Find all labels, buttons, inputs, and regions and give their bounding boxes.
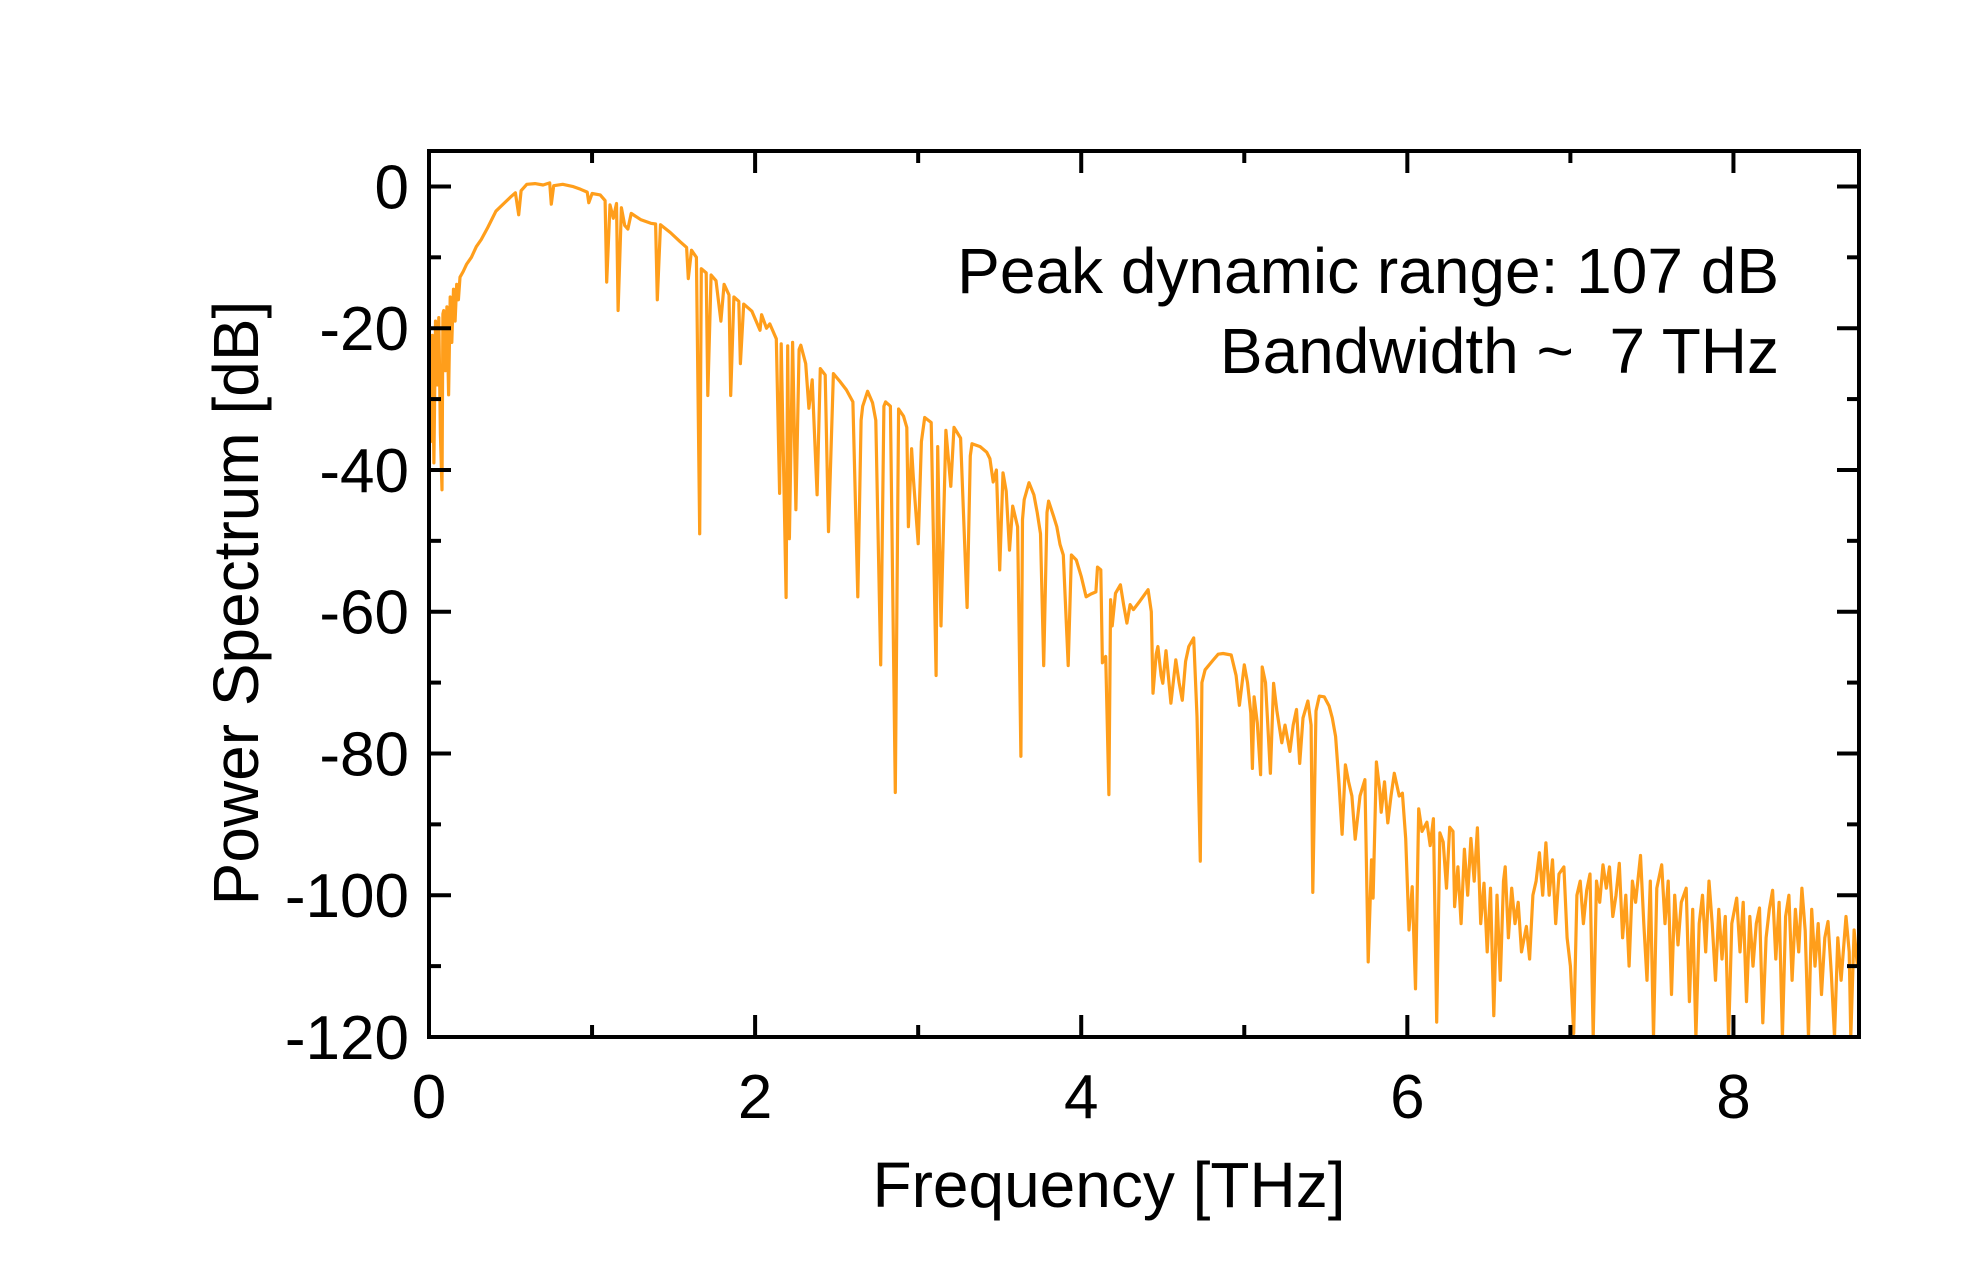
series-layer [429,181,1859,1037]
annotation-peak-dynamic-range: Peak dynamic range: 107 dB [957,235,1779,307]
x-tick-label: 8 [1716,1063,1750,1132]
plot-frame [427,149,1861,1039]
series-line-0 [429,181,1859,1037]
tick-labels-layer: 0 2 4 6 8 0 -20 -40 -60 -80 -100 -120 [285,153,1751,1132]
y-tick-label: -120 [285,1004,409,1073]
x-tick-label: 4 [1064,1063,1098,1132]
annotation-bandwidth: Bandwidth ~ 7 THz [1220,315,1779,387]
x-axis-label: Frequency [THz] [872,1149,1345,1221]
y-tick-label: -60 [319,579,409,648]
y-axis-label: Power Spectrum [dB] [200,301,272,906]
x-tick-label: 6 [1390,1063,1424,1132]
y-tick-label: -100 [285,862,409,931]
x-tick-label: 2 [738,1063,772,1132]
y-tick-label: 0 [375,153,409,222]
y-tick-label: -80 [319,720,409,789]
x-tick-label: 0 [412,1063,446,1132]
ticks-layer [427,151,1859,1039]
y-tick-label: -20 [319,295,409,364]
y-tick-label: -40 [319,437,409,506]
